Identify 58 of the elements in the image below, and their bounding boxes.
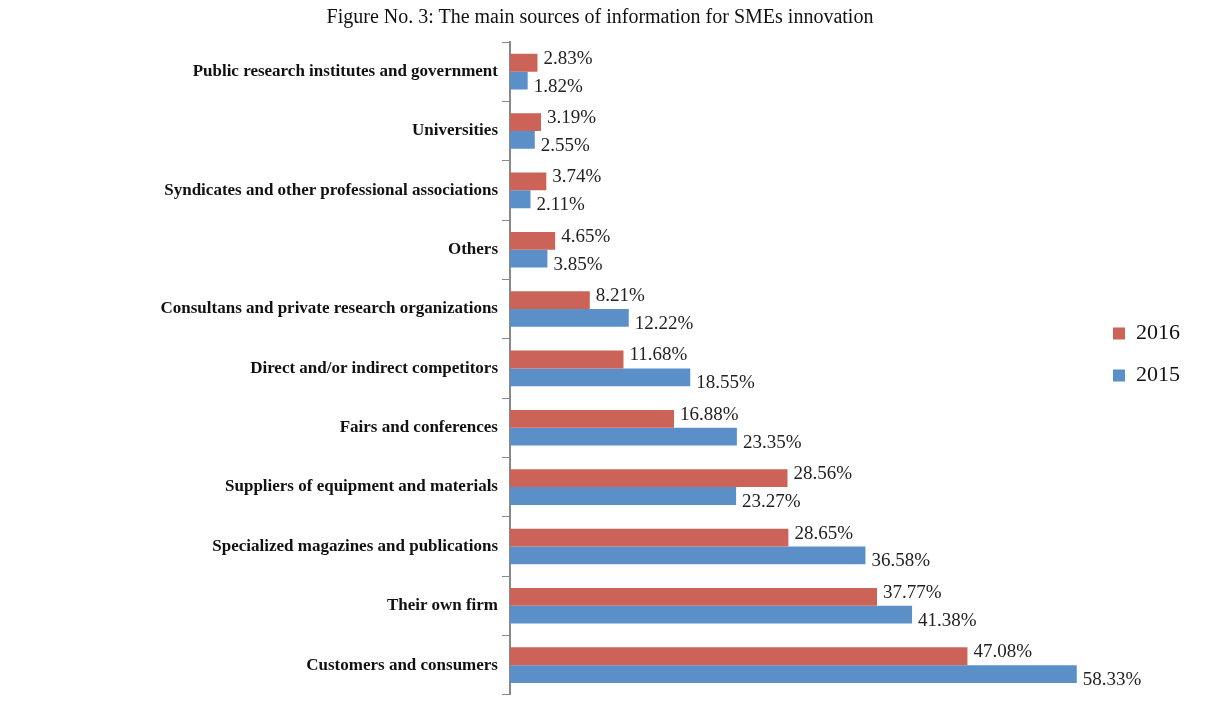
bar (510, 427, 737, 446)
bar (510, 647, 968, 666)
bar (510, 291, 590, 310)
bar (510, 231, 556, 250)
y-tick-label: Fairs and conferences (339, 417, 499, 437)
data-label: 23.35% (742, 430, 802, 452)
bar (510, 409, 675, 428)
y-tick-label: Syndicates and other professional associations (164, 179, 499, 199)
bar (510, 309, 629, 327)
bar (510, 487, 737, 505)
y-tick-label: Suppliers of equipment and materials (225, 476, 499, 496)
bar (510, 368, 691, 387)
y-tick-label: Universities (412, 120, 499, 140)
bar (510, 528, 789, 547)
data-label: 28.56% (793, 462, 853, 484)
bar (510, 350, 624, 369)
legend-label: 2016 (1136, 319, 1180, 345)
data-label: 3.19% (547, 106, 597, 128)
y-tick-label: Specialized magazines and publications (212, 535, 499, 555)
data-label: 41.38% (918, 608, 977, 630)
bar (510, 605, 913, 624)
y-tick-label: Their own firm (386, 595, 498, 615)
data-label: 18.55% (696, 371, 755, 393)
data-label: 37.77% (883, 580, 942, 602)
data-label: 12.22% (634, 311, 694, 333)
data-label: 58.33% (1082, 668, 1142, 690)
chart-title: Figure No. 3: The main sources of information for SMEs innovation (326, 5, 874, 29)
data-label: 28.65% (794, 521, 854, 543)
bar (510, 172, 547, 191)
data-label: 47.08% (973, 640, 1033, 662)
bar (510, 190, 531, 209)
data-label: 3.85% (553, 252, 603, 274)
bar (510, 587, 877, 606)
data-label: 1.82% (533, 74, 583, 96)
bar (510, 53, 538, 72)
y-tick-label: Others (447, 239, 499, 259)
y-tick-label: Public research institutes and government (192, 61, 499, 81)
y-tick-label: Customers and consumers (306, 654, 499, 674)
bar (510, 469, 788, 488)
data-label: 2.55% (540, 133, 591, 155)
data-label: 11.68% (629, 343, 688, 365)
data-label: 8.21% (595, 284, 646, 306)
bar (510, 546, 866, 565)
bar (510, 249, 548, 268)
data-label: 3.74% (552, 165, 602, 187)
bar (510, 71, 528, 90)
data-label: 2.83% (543, 46, 593, 68)
data-label: 16.88% (680, 402, 739, 424)
y-tick-label: Direct and/or indirect competitors (250, 357, 499, 377)
data-label: 2.11% (536, 193, 586, 215)
bar (510, 665, 1077, 683)
bar (510, 131, 535, 149)
legend-label: 2015 (1136, 361, 1180, 387)
data-label: 36.58% (871, 549, 931, 571)
data-label: 23.27% (742, 489, 801, 511)
data-label: 4.65% (561, 224, 611, 246)
bar (510, 113, 541, 132)
y-tick-label: Consultans and private research organizations (160, 298, 499, 318)
